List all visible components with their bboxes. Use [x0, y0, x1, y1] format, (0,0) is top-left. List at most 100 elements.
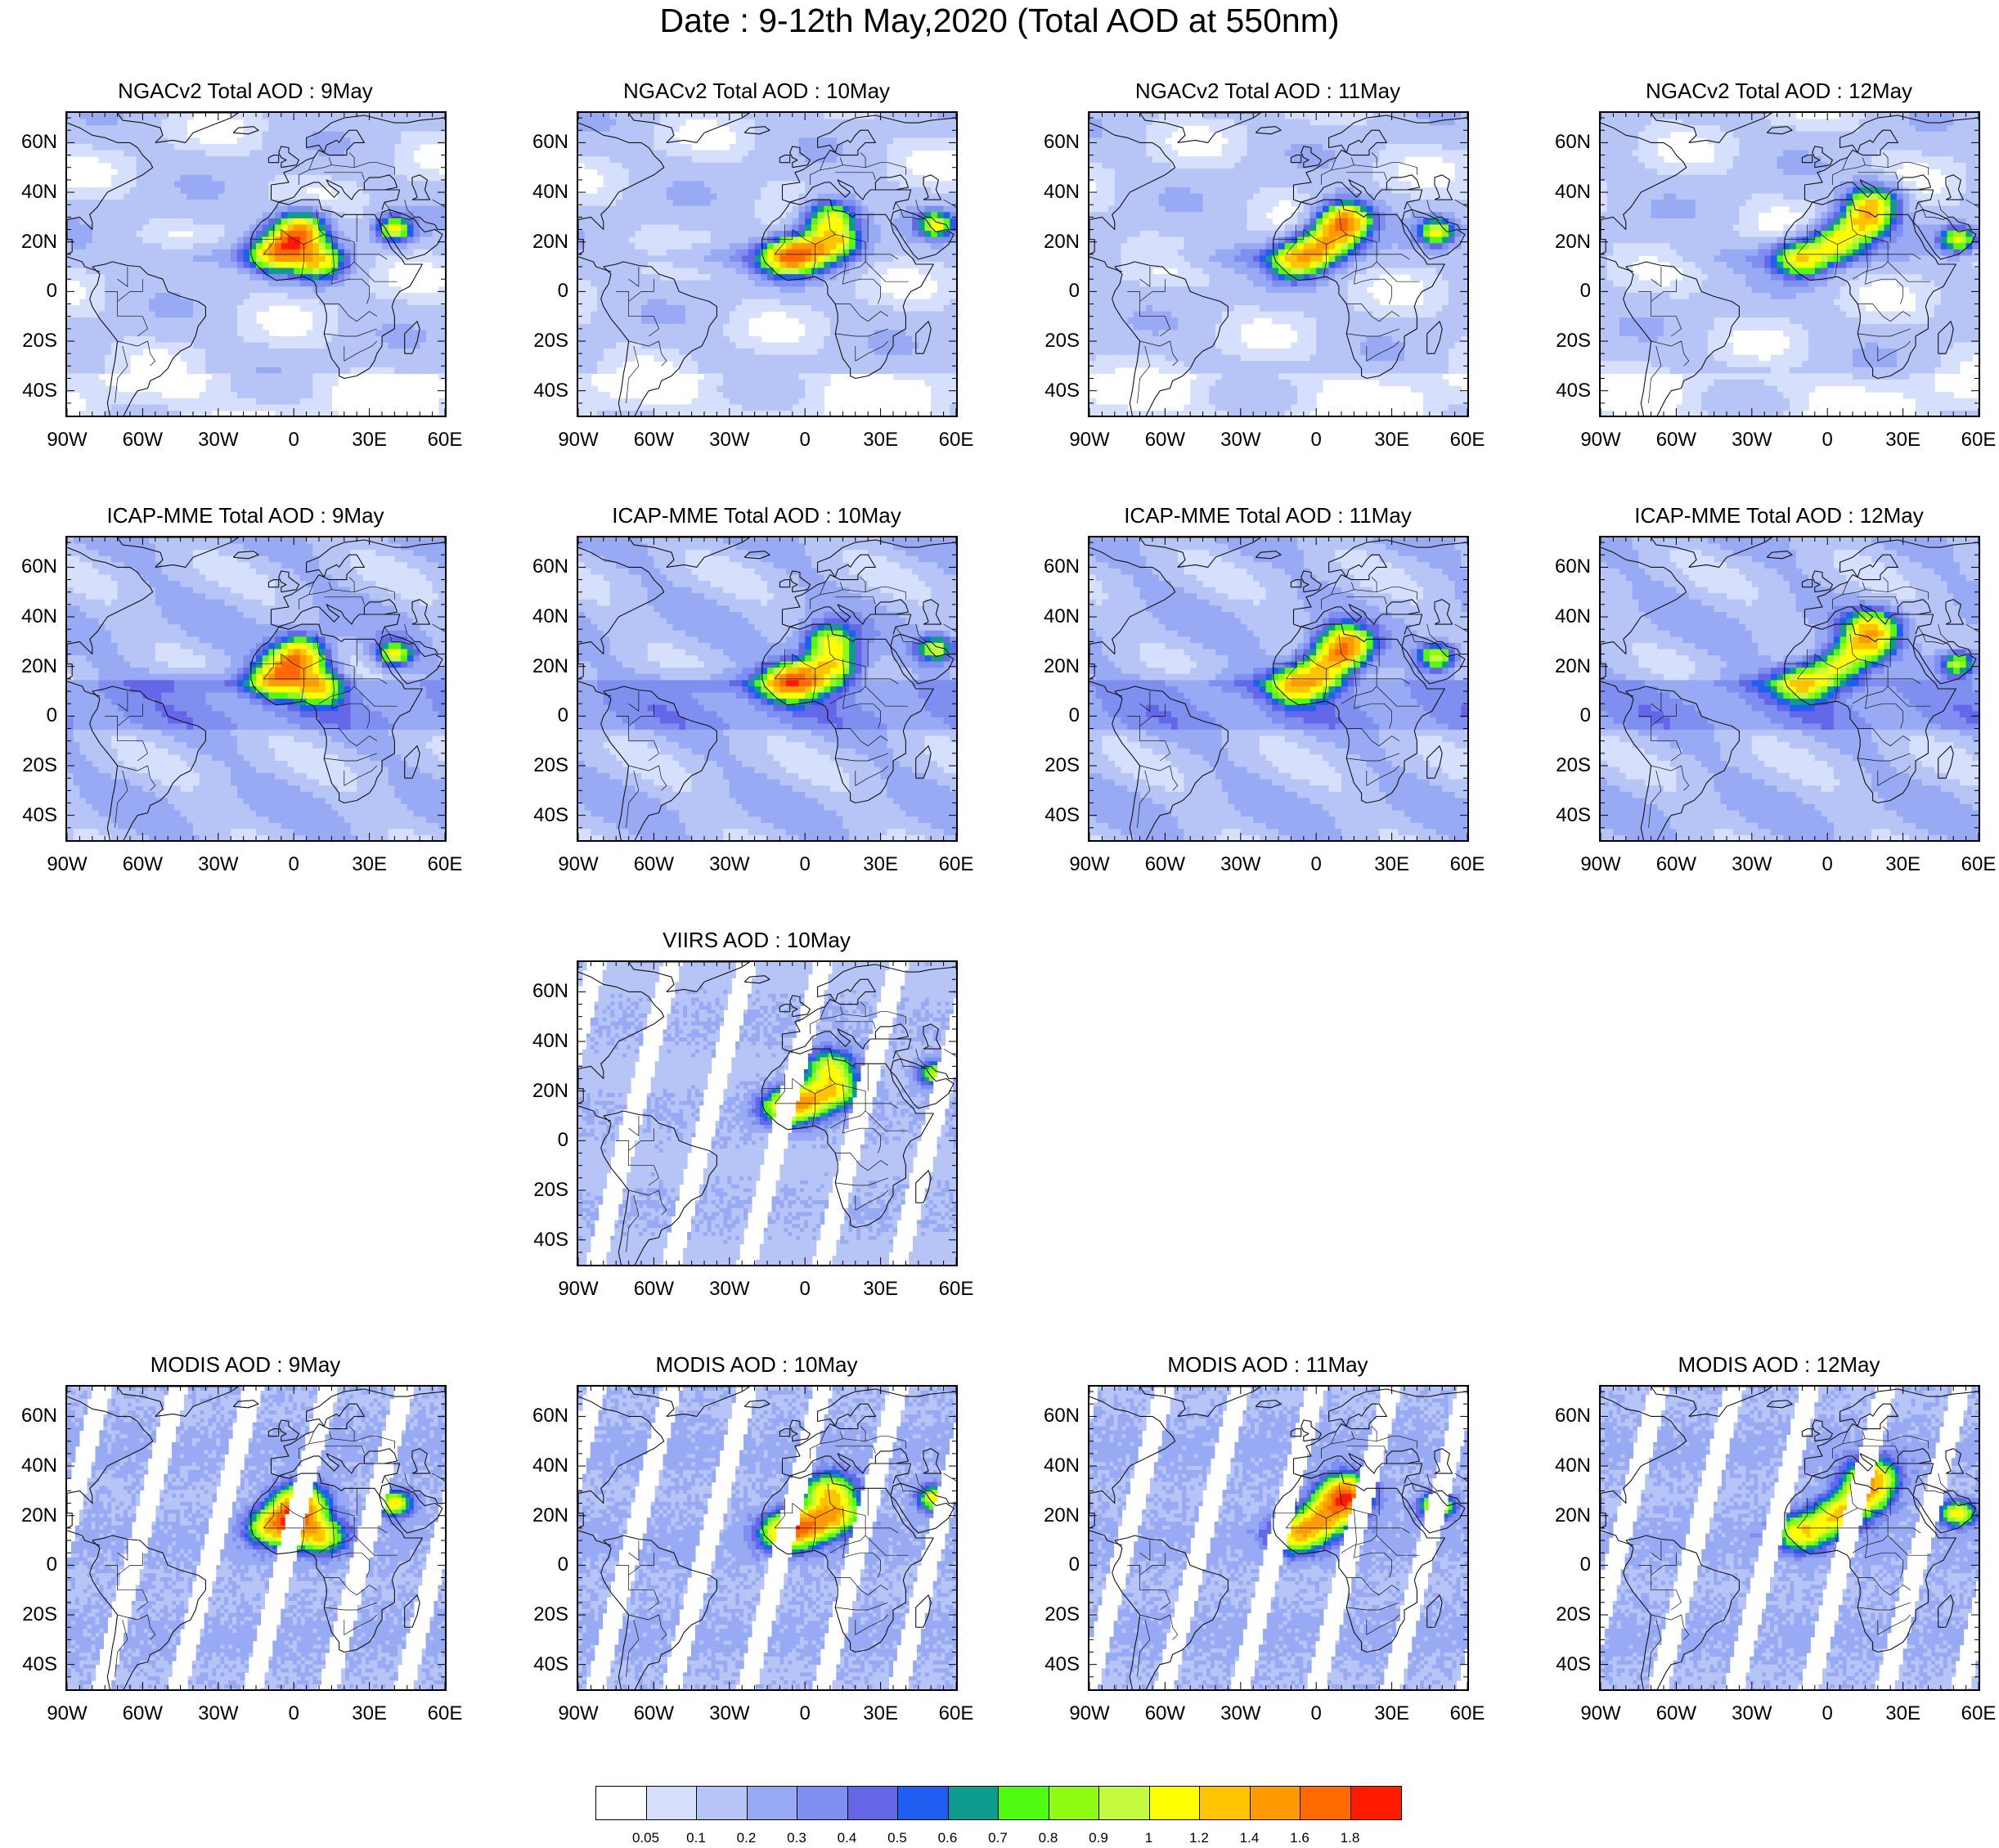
lon-tick-label: 90W [1069, 429, 1109, 452]
lat-tick-label: 0 [1542, 1553, 1591, 1576]
panel-title: MODIS AOD : 11May [1022, 1352, 1513, 1378]
colorbar-label: 0.4 [838, 1830, 857, 1846]
lon-tick-label: 30E [352, 429, 387, 452]
lat-tick-label: 40N [8, 181, 57, 204]
aod-map-svg [578, 1387, 956, 1689]
lat-tick-label: 40S [8, 804, 57, 827]
lon-tick-label: 0 [1311, 429, 1322, 452]
lat-tick-label: 20N [8, 1504, 57, 1527]
colorbar-label: 0.2 [737, 1830, 757, 1846]
panel-title: MODIS AOD : 9May [0, 1352, 491, 1378]
panel-title: VIIRS AOD : 10May [511, 928, 1002, 953]
lon-tick-label: 30E [1885, 1702, 1920, 1725]
colorbar-swatch [596, 1787, 647, 1819]
lat-tick-label: 40S [519, 1229, 568, 1252]
lon-tick-label: 0 [1822, 1702, 1833, 1725]
aod-map-svg [1089, 537, 1467, 840]
lon-tick-label: 60E [939, 429, 974, 452]
lat-tick-label: 20N [519, 1080, 568, 1103]
lat-tick-label: 20N [1031, 655, 1080, 678]
aod-map [1088, 111, 1469, 417]
lat-tick-label: 20S [8, 754, 57, 777]
lat-tick-label: 20S [519, 1603, 568, 1626]
colorbar-swatch [1300, 1787, 1351, 1819]
lat-tick-label: 60N [1542, 555, 1591, 578]
lon-tick-label: 90W [558, 429, 598, 452]
lat-tick-label: 0 [519, 280, 568, 303]
lat-tick-label: 40N [519, 1455, 568, 1477]
lat-tick-label: 20S [1542, 330, 1591, 353]
lon-tick-label: 30W [709, 853, 749, 876]
lon-tick-label: 60E [428, 1702, 463, 1725]
lon-tick-label: 30E [1374, 429, 1409, 452]
lon-tick-label: 60W [1656, 1702, 1696, 1725]
lat-tick-label: 0 [519, 1553, 568, 1576]
lon-tick-label: 30E [1374, 1702, 1409, 1725]
lon-tick-label: 0 [800, 1702, 811, 1725]
lat-tick-label: 0 [1542, 280, 1591, 303]
lon-tick-label: 0 [1311, 1702, 1322, 1725]
colorbar-swatch [697, 1787, 748, 1819]
lat-tick-label: 0 [519, 704, 568, 727]
lat-tick-label: 40N [519, 605, 568, 628]
aod-map-svg [1601, 113, 1979, 416]
lat-tick-label: 40N [1542, 605, 1591, 628]
lon-tick-label: 0 [1822, 429, 1833, 452]
lat-tick-label: 20N [8, 655, 57, 678]
colorbar-swatch [647, 1787, 698, 1819]
lat-tick-label: 20S [519, 330, 568, 353]
lat-tick-label: 60N [1031, 1405, 1080, 1428]
lon-tick-label: 30W [1732, 853, 1772, 876]
lat-tick-label: 20S [519, 754, 568, 777]
lon-tick-label: 30E [352, 1702, 387, 1725]
lat-tick-label: 20N [1031, 231, 1080, 254]
lat-tick-label: 60N [8, 131, 57, 154]
colorbar-label: 1.4 [1240, 1830, 1260, 1846]
lat-tick-label: 40S [519, 1653, 568, 1676]
lat-tick-label: 40N [1542, 1455, 1591, 1477]
aod-map [1088, 1385, 1469, 1691]
lon-tick-label: 30W [709, 1278, 749, 1301]
colorbar-swatch [1351, 1787, 1402, 1819]
lon-tick-label: 30E [352, 853, 387, 876]
colorbar-swatch [898, 1787, 949, 1819]
lat-tick-label: 20S [1031, 754, 1080, 777]
lat-tick-label: 40S [519, 804, 568, 827]
lat-tick-label: 60N [519, 555, 568, 578]
colorbar-label: 1.6 [1290, 1830, 1309, 1846]
lat-tick-label: 60N [519, 1405, 568, 1428]
lon-tick-label: 60E [939, 1702, 974, 1725]
lon-tick-label: 90W [558, 1278, 598, 1301]
lon-tick-label: 60E [1450, 429, 1485, 452]
lat-tick-label: 0 [1542, 704, 1591, 727]
lat-tick-label: 40S [1542, 380, 1591, 402]
lon-tick-label: 0 [1311, 853, 1322, 876]
lat-tick-label: 0 [519, 1129, 568, 1152]
colorbar-swatch [1251, 1787, 1301, 1819]
lat-tick-label: 20S [1031, 1603, 1080, 1626]
colorbar-label: 0.5 [887, 1830, 907, 1846]
lon-tick-label: 30W [1220, 853, 1260, 876]
lon-tick-label: 0 [1822, 853, 1833, 876]
lat-tick-label: 20S [8, 1603, 57, 1626]
lat-tick-label: 20S [1542, 754, 1591, 777]
lat-tick-label: 40S [1031, 1653, 1080, 1676]
lon-tick-label: 90W [1580, 853, 1620, 876]
colorbar-swatch [949, 1787, 1000, 1819]
aod-map-svg [1089, 1387, 1467, 1689]
lat-tick-label: 20N [519, 1504, 568, 1527]
aod-map [65, 111, 447, 417]
lon-tick-label: 30W [1220, 1702, 1260, 1725]
aod-map-svg [578, 962, 956, 1265]
lat-tick-label: 40N [519, 181, 568, 204]
colorbar-label: 0.3 [787, 1830, 806, 1846]
lat-tick-label: 40S [1542, 804, 1591, 827]
lon-tick-label: 30E [1374, 853, 1409, 876]
lat-tick-label: 40S [1031, 804, 1080, 827]
